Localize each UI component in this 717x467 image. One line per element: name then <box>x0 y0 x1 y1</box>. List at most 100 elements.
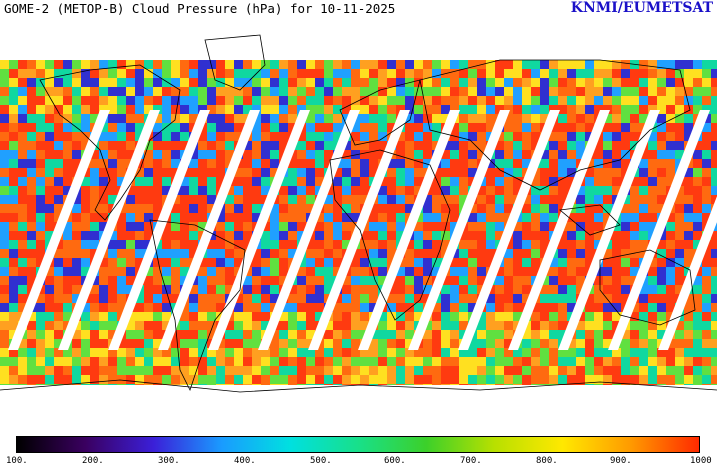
field-cell <box>369 267 379 277</box>
field-cell <box>531 222 541 232</box>
field-cell <box>198 195 208 205</box>
field-cell <box>288 321 298 331</box>
field-cell <box>630 348 640 358</box>
field-cell <box>72 204 82 214</box>
field-cell <box>9 204 19 214</box>
field-cell <box>9 105 19 115</box>
field-cell <box>486 366 496 376</box>
field-cell <box>45 159 55 169</box>
field-cell <box>396 366 406 376</box>
field-cell <box>405 366 415 376</box>
field-cell <box>702 321 712 331</box>
field-cell <box>666 258 676 268</box>
field-cell <box>468 276 478 286</box>
field-cell <box>216 303 226 313</box>
field-cell <box>468 357 478 367</box>
field-cell <box>342 213 352 223</box>
field-cell <box>477 222 487 232</box>
field-cell <box>9 168 19 178</box>
field-cell <box>405 357 415 367</box>
field-cell <box>306 258 316 268</box>
field-cell <box>513 150 523 160</box>
field-cell <box>279 177 289 187</box>
field-cell <box>684 348 694 358</box>
field-cell <box>189 312 199 322</box>
field-cell <box>378 105 388 115</box>
field-cell <box>234 321 244 331</box>
field-cell <box>612 69 622 79</box>
field-cell <box>684 366 694 376</box>
field-cell <box>315 249 325 259</box>
field-cell <box>306 96 316 106</box>
field-cell <box>441 303 451 313</box>
field-cell <box>549 375 559 385</box>
field-cell <box>432 258 442 268</box>
field-cell <box>432 213 442 223</box>
field-cell <box>117 285 127 295</box>
field-cell <box>288 249 298 259</box>
field-cell <box>666 222 676 232</box>
field-cell <box>531 231 541 241</box>
field-cell <box>162 87 172 97</box>
field-cell <box>171 375 181 385</box>
field-cell <box>477 240 487 250</box>
field-cell <box>54 96 64 106</box>
field-cell <box>405 69 415 79</box>
field-cell <box>666 348 676 358</box>
field-cell <box>270 60 280 70</box>
field-cell <box>270 240 280 250</box>
field-cell <box>126 141 136 151</box>
field-cell <box>657 258 667 268</box>
field-cell <box>99 303 109 313</box>
field-cell <box>405 267 415 277</box>
field-cell <box>594 339 604 349</box>
field-cell <box>351 330 361 340</box>
field-cell <box>675 195 685 205</box>
field-cell <box>612 276 622 286</box>
field-cell <box>432 339 442 349</box>
field-cell <box>18 375 28 385</box>
field-cell <box>684 186 694 196</box>
field-cell <box>45 69 55 79</box>
field-cell <box>450 294 460 304</box>
field-cell <box>666 168 676 178</box>
field-cell <box>414 366 424 376</box>
field-cell <box>189 177 199 187</box>
field-cell <box>441 339 451 349</box>
field-cell <box>270 204 280 214</box>
field-cell <box>126 195 136 205</box>
field-cell <box>675 276 685 286</box>
field-cell <box>666 123 676 133</box>
field-cell <box>495 132 505 142</box>
field-cell <box>378 222 388 232</box>
field-cell <box>657 141 667 151</box>
field-cell <box>684 69 694 79</box>
field-cell <box>351 159 361 169</box>
field-cell <box>54 348 64 358</box>
field-cell <box>279 267 289 277</box>
field-cell <box>585 87 595 97</box>
field-cell <box>360 177 370 187</box>
field-cell <box>468 231 478 241</box>
field-cell <box>27 258 37 268</box>
field-cell <box>207 159 217 169</box>
field-cell <box>315 213 325 223</box>
field-cell <box>657 294 667 304</box>
field-cell <box>270 285 280 295</box>
field-cell <box>189 60 199 70</box>
field-cell <box>684 312 694 322</box>
field-cell <box>135 312 145 322</box>
field-cell <box>549 168 559 178</box>
field-cell <box>549 213 559 223</box>
field-cell <box>603 357 613 367</box>
field-cell <box>603 375 613 385</box>
field-cell <box>414 375 424 385</box>
field-cell <box>45 150 55 160</box>
field-cell <box>81 69 91 79</box>
field-cell <box>279 60 289 70</box>
field-cell <box>117 60 127 70</box>
field-cell <box>594 69 604 79</box>
field-cell <box>576 231 586 241</box>
field-cell <box>360 105 370 115</box>
field-cell <box>135 249 145 259</box>
